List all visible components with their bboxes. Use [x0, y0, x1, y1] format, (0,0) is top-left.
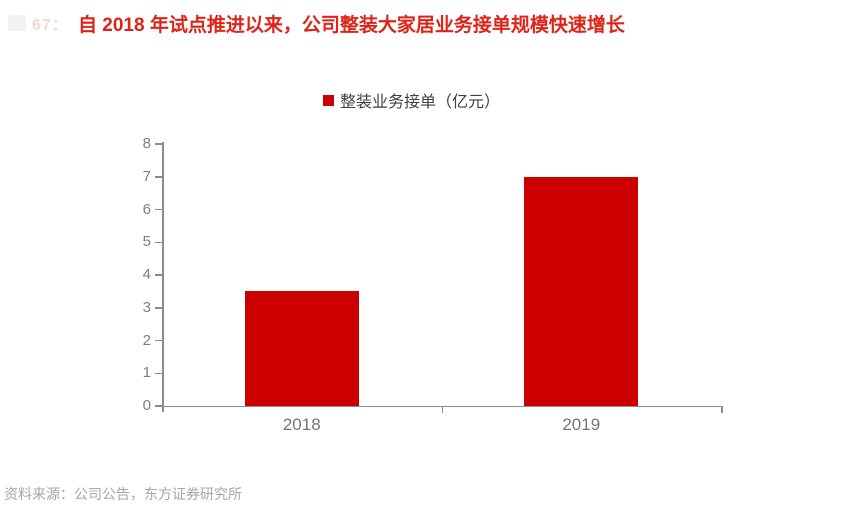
legend-marker-square [323, 94, 334, 106]
y-axis-tick-label: 7 [142, 167, 151, 185]
figure-number-ghost: 67： [8, 11, 69, 35]
x-axis-tick [721, 407, 723, 413]
legend-label: 整装业务接单（亿元） [340, 94, 501, 111]
y-axis-tick-label: 3 [142, 298, 151, 316]
y-axis-tick-label: 5 [142, 233, 151, 251]
y-axis-tick-label: 0 [142, 397, 151, 414]
y-axis-tick-label: 6 [142, 200, 151, 218]
y-axis-tick [155, 372, 162, 374]
figure-number-ghost-text: 67： [32, 17, 69, 34]
y-axis-tick [155, 208, 162, 211]
x-axis-category-label: 2018 [282, 415, 321, 434]
y-axis-tick-label: 8 [142, 135, 151, 152]
bar-2019 [524, 176, 639, 406]
source-note: 资料来源：公司公告，东方证券研究所 [4, 486, 242, 502]
bar-2018 [244, 291, 359, 406]
y-axis-tick-label: 1 [142, 364, 151, 382]
x-axis-line [162, 405, 723, 407]
x-axis-tick [441, 407, 443, 413]
y-axis-line [162, 142, 164, 412]
y-axis-tick [155, 241, 162, 243]
y-axis-tick [155, 143, 162, 145]
y-axis-tick [155, 405, 162, 407]
y-axis-tick [155, 176, 162, 178]
y-axis-tick [155, 339, 162, 342]
y-axis-tick [155, 307, 162, 309]
y-axis-tick [155, 274, 162, 276]
x-axis-category-label: 2019 [562, 415, 601, 434]
figure-number-ghost-box [8, 15, 26, 31]
chart-title: 自 2018 年试点推进以来，公司整装大家居业务接单规模快速增长 [78, 15, 625, 36]
y-axis-tick-label: 4 [142, 266, 151, 283]
y-axis-tick-label: 2 [142, 331, 151, 349]
legend: 整装业务接单（亿元） [323, 88, 500, 112]
